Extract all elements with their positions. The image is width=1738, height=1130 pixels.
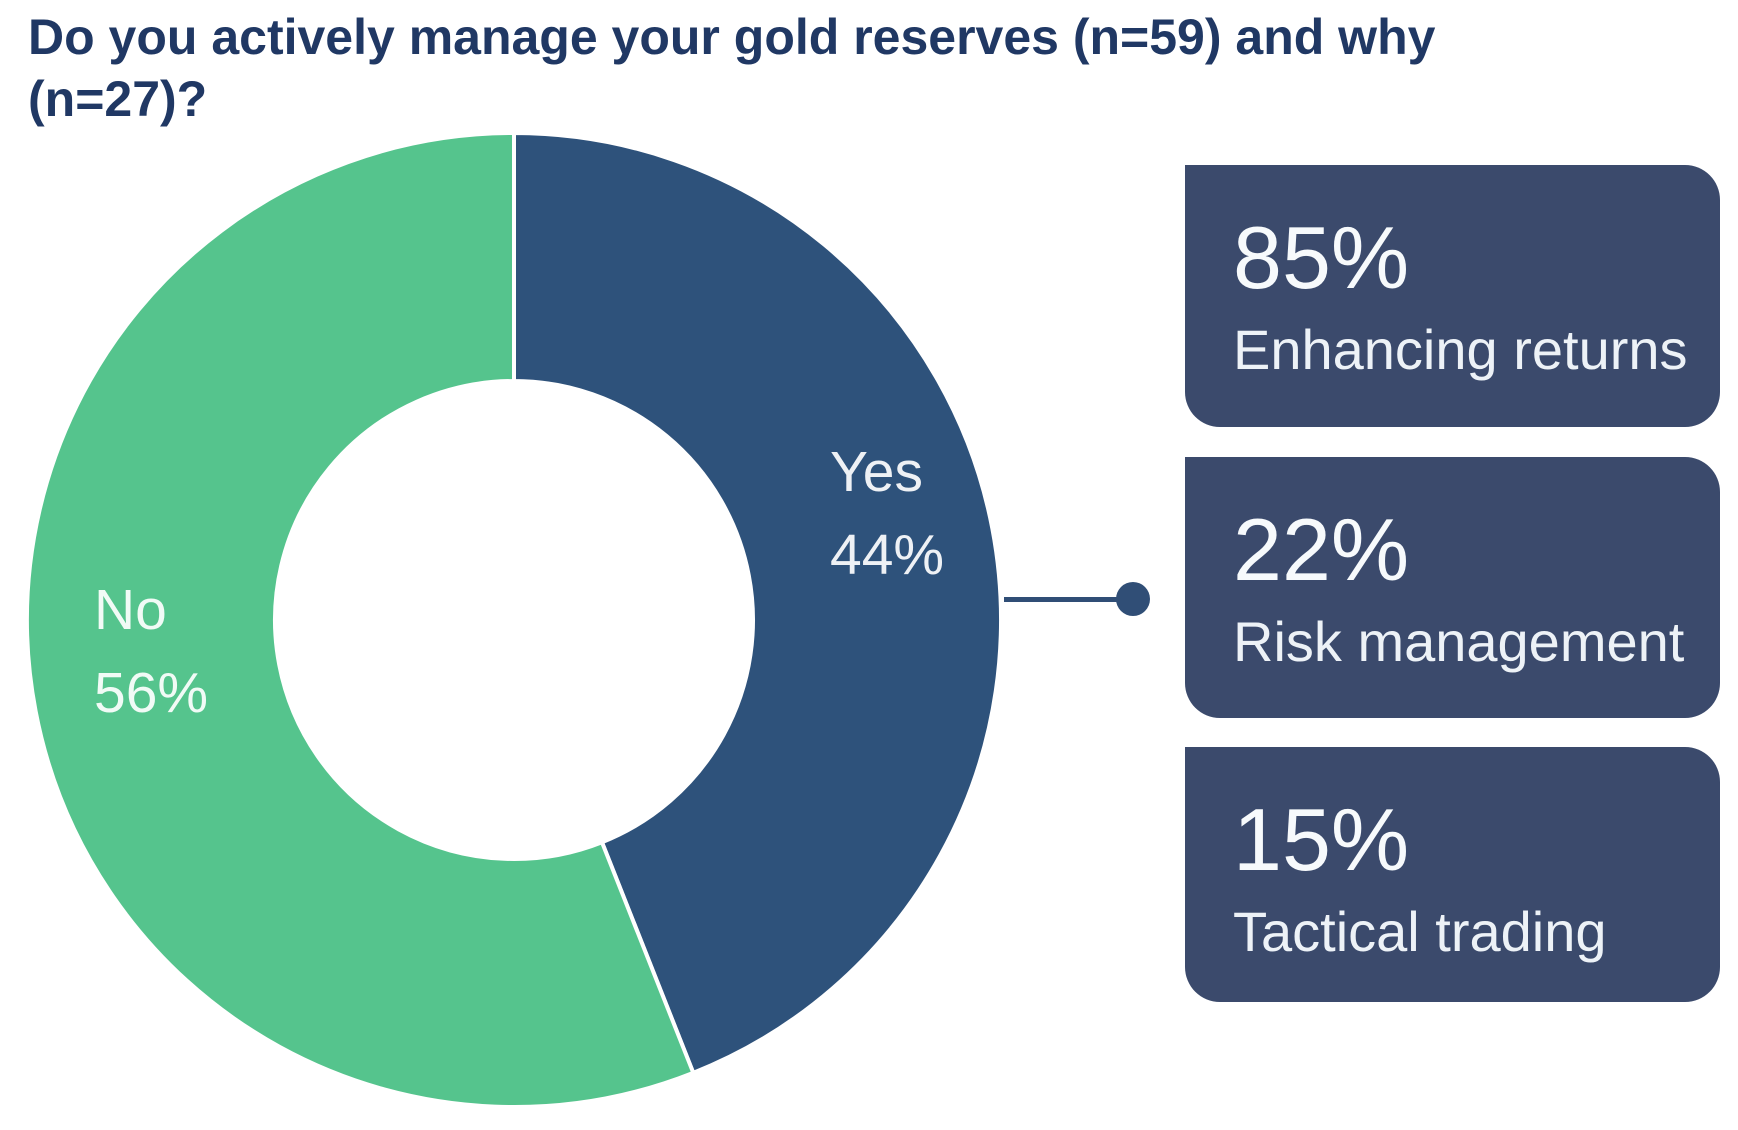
slice-label-no: No 56% (94, 569, 208, 735)
slice-label-yes-text: Yes (830, 440, 923, 504)
donut-chart (25, 131, 1003, 1109)
callout-value-risk-management: 22% (1233, 500, 1410, 599)
chart-title: Do you actively manage your gold reserve… (28, 6, 1528, 130)
chart-title-line-2: (n=27)? (28, 71, 208, 127)
callout-label-enhancing-returns: Enhancing returns (1233, 318, 1688, 381)
slice-label-yes-percent: 44% (830, 523, 945, 587)
callout-value-enhancing-returns: 85% (1233, 208, 1410, 307)
callout-connector-line (1004, 597, 1118, 602)
donut-slice-yes (512, 131, 1003, 1075)
callout-label-tactical-trading: Tactical trading (1233, 900, 1607, 963)
callout-connector-dot (1116, 582, 1150, 616)
callout-box-enhancing-returns: 85% Enhancing returns (1185, 165, 1720, 427)
callout-box-tactical-trading: 15% Tactical trading (1185, 747, 1720, 1002)
callout-box-risk-management: 22% Risk management (1185, 457, 1720, 718)
callout-label-risk-management: Risk management (1233, 610, 1685, 673)
donut-slice-no (25, 131, 696, 1109)
slice-label-yes: Yes 44% (830, 431, 944, 597)
slice-label-no-percent: 56% (94, 661, 209, 725)
chart-title-line-1: Do you actively manage your gold reserve… (28, 9, 1436, 65)
slice-label-no-text: No (94, 578, 167, 642)
callout-value-tactical-trading: 15% (1233, 790, 1410, 889)
